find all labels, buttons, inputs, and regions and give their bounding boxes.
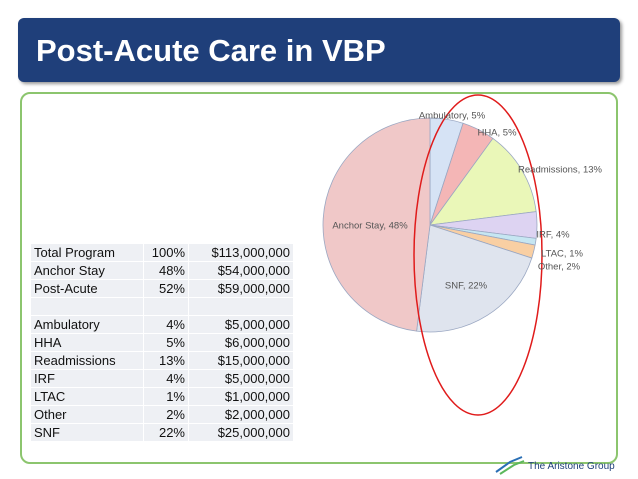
table-cell: $2,000,000 <box>188 405 294 424</box>
table-cell: $25,000,000 <box>188 423 294 442</box>
slice-label: HHA, 5% <box>477 128 517 139</box>
table-cell: 52% <box>143 279 189 298</box>
slice-label: LTAC, 1% <box>541 249 583 260</box>
table-cell: Readmissions <box>30 351 144 370</box>
table-cell: $5,000,000 <box>188 369 294 388</box>
table-cell: 4% <box>143 315 189 334</box>
table-cell: 48% <box>143 261 189 280</box>
table-cell: 100% <box>143 243 189 262</box>
table-cell: HHA <box>30 333 144 352</box>
slice-label: Anchor Stay, 48% <box>332 221 408 232</box>
table-row: HHA 5% $6,000,000 <box>30 333 294 352</box>
empty-cell <box>30 297 144 316</box>
pie-slice <box>416 224 533 333</box>
table-cell: SNF <box>30 423 144 442</box>
table-cell: $1,000,000 <box>188 387 294 406</box>
table-cell: $59,000,000 <box>188 279 294 298</box>
table-cell: Other <box>30 405 144 424</box>
table-cell: 13% <box>143 351 189 370</box>
empty-cell <box>143 297 189 316</box>
content-box <box>20 92 618 464</box>
table-row: LTAC 1% $1,000,000 <box>30 387 294 406</box>
table-cell: Post-Acute <box>30 279 144 298</box>
title-bar: Post-Acute Care in VBP <box>18 18 620 82</box>
table: Total Program 100% $113,000,000 Anchor Stay… <box>30 243 294 442</box>
title: Post-Acute Care in VBP <box>36 33 386 68</box>
table-cell: Ambulatory <box>30 315 144 334</box>
table-row: Post-Acute 52% $59,000,000 <box>30 279 294 298</box>
spacer-row <box>30 297 294 316</box>
table-cell: 5% <box>143 333 189 352</box>
pie-slice <box>322 117 431 332</box>
empty-cell <box>188 297 294 316</box>
pie-slice <box>429 137 537 226</box>
table-cell: Total Program <box>30 243 144 262</box>
slice-label: Other, 2% <box>538 262 581 273</box>
table-row: Other 2% $2,000,000 <box>30 405 294 424</box>
logo-mark <box>495 456 525 475</box>
slice-label: Readmissions, 13% <box>518 165 603 176</box>
table-cell: $113,000,000 <box>188 243 294 262</box>
table-cell: 4% <box>143 369 189 388</box>
table-row: Total Program 100% $113,000,000 <box>30 243 294 262</box>
table-cell: LTAC <box>30 387 144 406</box>
table-row: SNF 22% $25,000,000 <box>30 423 294 442</box>
table-cell: 22% <box>143 423 189 442</box>
slice-label: IRF, 4% <box>536 230 570 241</box>
table-cell: $54,000,000 <box>188 261 294 280</box>
slice-label: Ambulatory, 5% <box>419 111 486 122</box>
logo: The Aristone Group <box>528 461 615 472</box>
table-row: Ambulatory 4% $5,000,000 <box>30 315 294 334</box>
slice-label: SNF, 22% <box>445 281 488 292</box>
highlight-ellipse <box>413 94 543 416</box>
